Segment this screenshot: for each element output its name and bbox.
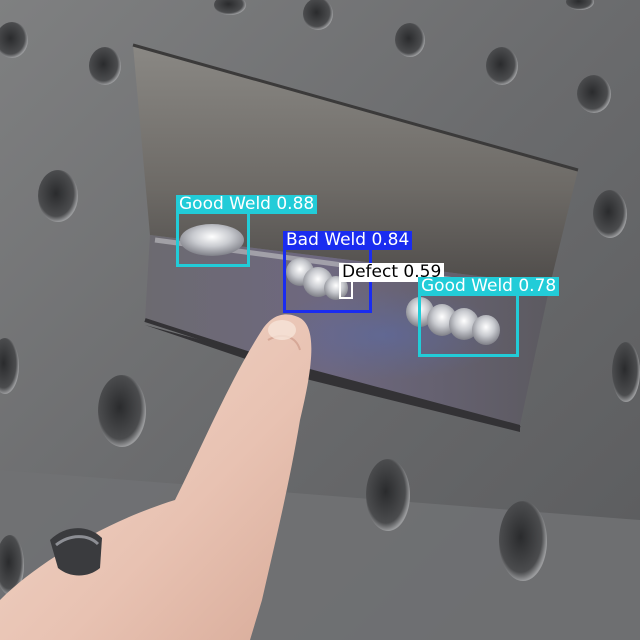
good-weld-detection-box-2: Good Weld 0.78 [418, 277, 560, 357]
good-weld-detection-label-2: Good Weld 0.78 [418, 277, 560, 296]
bad-weld-detection-box: Bad Weld 0.84 [283, 231, 413, 313]
good-weld-detection-box: Good Weld 0.88 [176, 195, 318, 267]
bad-weld-detection-label: Bad Weld 0.84 [283, 231, 413, 250]
defect-detection-label: Defect 0.59 [339, 263, 445, 282]
good-weld-detection-label: Good Weld 0.88 [176, 195, 318, 214]
defect-detection-box: Defect 0.59 [339, 263, 445, 299]
